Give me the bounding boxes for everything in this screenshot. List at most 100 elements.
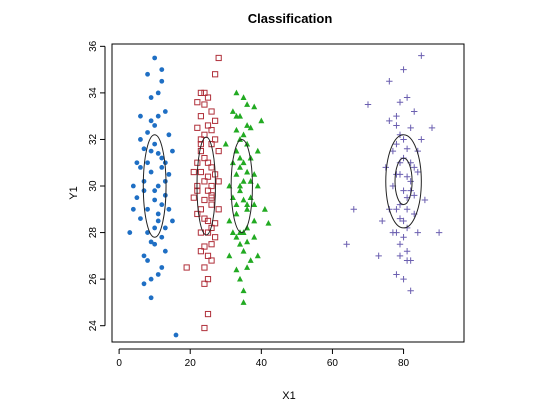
data-point: [155, 272, 161, 277]
data-point: [145, 258, 150, 263]
data-point: [145, 206, 150, 212]
data-point: [375, 252, 382, 260]
data-point: [400, 66, 407, 73]
data-point: [240, 159, 247, 166]
x-tick-label: 20: [185, 358, 197, 369]
chart-title: Classification: [248, 11, 333, 26]
data-point: [148, 118, 154, 124]
data-point: [400, 187, 407, 194]
data-point: [208, 201, 215, 208]
data-point: [201, 243, 208, 250]
data-point: [208, 241, 215, 248]
data-point: [393, 112, 400, 120]
data-point: [201, 215, 208, 222]
data-point: [197, 113, 204, 120]
data-point: [197, 168, 204, 176]
data-point: [251, 233, 258, 240]
data-point: [418, 52, 425, 59]
data-point: [155, 90, 161, 96]
data-point: [265, 219, 272, 226]
data-point: [162, 225, 168, 231]
cluster-ellipse: [394, 157, 413, 206]
data-point: [197, 248, 204, 255]
data-point: [152, 241, 158, 247]
cluster-ellipse: [385, 134, 422, 229]
data-point: [208, 182, 215, 190]
data-point: [141, 178, 147, 184]
data-point: [173, 332, 179, 338]
data-point: [148, 169, 154, 175]
data-point: [343, 241, 350, 248]
data-point: [155, 218, 161, 224]
data-point: [170, 148, 175, 154]
data-point: [197, 89, 204, 96]
data-point: [233, 126, 240, 133]
data-point: [237, 164, 243, 170]
data-point: [145, 130, 150, 135]
data-point: [148, 295, 154, 301]
data-point: [421, 196, 429, 204]
y-tick-label: 34: [88, 87, 99, 99]
data-point: [240, 94, 247, 100]
data-point: [212, 136, 219, 143]
data-point: [407, 178, 414, 185]
data-point: [152, 197, 158, 203]
data-point: [201, 264, 208, 271]
data-point: [251, 103, 258, 110]
data-point: [407, 287, 414, 294]
data-point: [208, 164, 215, 171]
data-point: [201, 196, 208, 204]
data-point: [190, 194, 197, 201]
data-point: [201, 280, 208, 287]
y-tick-label: 36: [88, 40, 99, 52]
data-point: [258, 117, 265, 124]
data-point: [382, 164, 389, 171]
data-point: [400, 217, 407, 225]
data-point: [215, 178, 222, 185]
cluster-ellipses: [142, 134, 422, 238]
data-point: [155, 151, 161, 156]
data-point: [233, 210, 240, 217]
data-point: [152, 141, 158, 147]
data-point: [138, 216, 143, 222]
data-point: [162, 192, 168, 198]
data-point: [138, 164, 143, 170]
data-point: [141, 146, 147, 152]
data-point: [197, 147, 204, 155]
data-point: [141, 253, 147, 259]
data-point: [229, 229, 236, 235]
data-point: [212, 71, 219, 78]
data-point: [393, 122, 400, 129]
data-point: [155, 113, 161, 119]
data-point: [240, 131, 247, 138]
data-point: [152, 55, 158, 61]
data-point: [148, 95, 154, 100]
data-point: [237, 182, 243, 189]
data-point: [407, 257, 414, 264]
y-tick-label: 30: [88, 180, 99, 192]
data-point: [148, 276, 154, 282]
data-point: [201, 178, 208, 185]
data-point: [215, 54, 222, 62]
data-point: [183, 264, 190, 271]
data-point: [204, 229, 212, 236]
data-point: [237, 136, 243, 142]
data-point: [155, 183, 161, 189]
data-point: [159, 202, 165, 208]
data-point: [393, 271, 400, 278]
data-point: [138, 137, 143, 142]
data-point: [244, 264, 251, 270]
data-point: [244, 238, 251, 245]
data-point: [201, 89, 208, 96]
data-point: [204, 187, 212, 194]
data-point: [159, 155, 165, 161]
data-point: [237, 275, 243, 282]
x-tick-label: 60: [327, 358, 339, 369]
data-point: [159, 67, 165, 73]
data-point: [393, 206, 400, 213]
data-point: [204, 159, 212, 166]
data-point: [194, 210, 201, 218]
data-point: [159, 265, 165, 270]
data-point: [411, 192, 418, 199]
y-tick-label: 28: [88, 227, 99, 239]
